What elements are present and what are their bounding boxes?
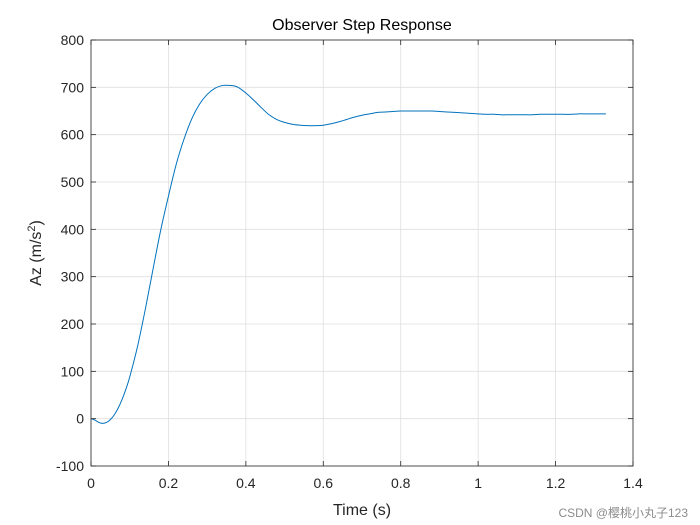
y-tick-label: 200 <box>61 316 85 332</box>
x-tick-label: 0.8 <box>391 475 411 491</box>
y-tick-label: 300 <box>61 269 85 285</box>
plot-area: 0 0.2 0.4 0.6 0.8 1 1.2 1.4 -100010020030040050… <box>56 32 643 491</box>
axes-background <box>91 40 633 466</box>
x-tick-label: 1 <box>474 475 482 491</box>
y-tick-label: 800 <box>61 32 85 48</box>
y-tick-label: -100 <box>56 458 84 474</box>
x-tick-label: 0.4 <box>236 475 256 491</box>
y-tick-label: 500 <box>61 174 85 190</box>
y-tick-labels: -100 0 100 200 300 400 500 600 700 800 <box>56 32 84 474</box>
x-tick-label: 1.4 <box>623 475 643 491</box>
y-tick-label: 600 <box>61 127 85 143</box>
x-tick-labels: 0 0.2 0.4 0.6 0.8 1 1.2 1.4 <box>87 475 643 491</box>
x-tick-label: 0 <box>87 475 95 491</box>
x-tick-label: 0.2 <box>159 475 179 491</box>
y-tick-label: 100 <box>61 363 85 379</box>
x-axis-label: Time (s) <box>333 502 391 519</box>
y-tick-label: 400 <box>61 221 85 237</box>
watermark-text: CSDN @樱桃小丸子123 <box>558 505 688 520</box>
y-axis-label: Az (m/s2) <box>26 220 45 286</box>
y-axis-label-close: ) <box>28 220 45 225</box>
y-axis-label-superscript: 2 <box>26 225 38 231</box>
x-tick-label: 0.6 <box>314 475 334 491</box>
chart-title: Observer Step Response <box>272 17 452 34</box>
y-tick-label: 700 <box>61 79 85 95</box>
y-axis-label-main: Az (m/s <box>28 232 45 286</box>
series-line-az <box>90 84 606 424</box>
tick-marks <box>90 39 634 467</box>
x-tick-label: 1.2 <box>546 475 566 491</box>
axes-box <box>90 39 634 467</box>
y-tick-label: 0 <box>76 411 84 427</box>
